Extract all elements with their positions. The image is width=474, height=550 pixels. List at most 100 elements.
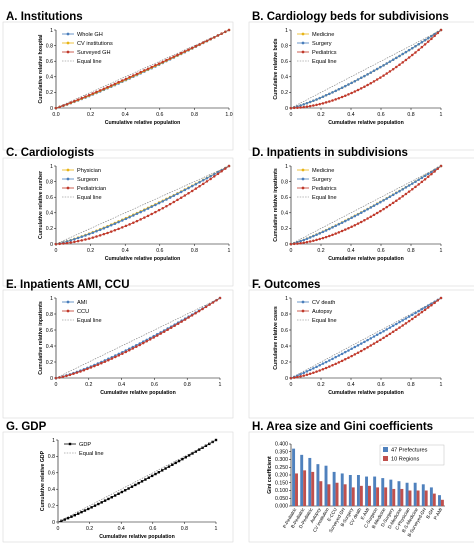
x-tick-label: 1.0: [225, 112, 232, 118]
data-point: [120, 490, 124, 494]
y-tick-label: 0.6: [46, 59, 53, 65]
data-point: [209, 177, 212, 181]
data-point: [398, 326, 401, 329]
y-tick-label: 0.200: [275, 473, 288, 479]
bar-prefectures: [373, 476, 377, 506]
data-point: [292, 106, 296, 110]
data-point: [344, 219, 347, 223]
data-point: [141, 341, 145, 345]
data-point: [356, 222, 360, 225]
data-point: [366, 217, 369, 220]
y-tick-label: 0.100: [275, 488, 288, 494]
data-point: [315, 370, 318, 373]
data-point: [324, 101, 328, 104]
data-point: [187, 454, 191, 457]
legend-swatch: [383, 456, 388, 461]
y-tick-label: 0.400: [275, 442, 288, 448]
data-point: [176, 53, 179, 57]
data-point: [328, 365, 331, 368]
x-tick-label: 0.0: [52, 112, 59, 118]
data-point: [385, 72, 388, 75]
data-point: [426, 175, 430, 178]
data-point: [430, 37, 433, 41]
data-point: [430, 170, 433, 174]
data-point: [423, 178, 427, 181]
data-point: [106, 225, 109, 229]
data-point: [150, 212, 153, 216]
data-point: [318, 364, 321, 367]
x-tick-label: 1: [440, 112, 443, 118]
data-point: [152, 336, 155, 339]
data-point: [423, 43, 427, 46]
data-point: [117, 220, 120, 224]
data-point: [350, 225, 353, 229]
data-point: [95, 230, 98, 233]
data-point: [139, 210, 142, 214]
y-axis-label: Cumulative relative hospital: [38, 34, 44, 103]
data-point: [181, 457, 184, 461]
data-point: [420, 40, 424, 44]
data-point: [379, 200, 382, 204]
data-point: [103, 360, 107, 363]
data-point: [395, 199, 398, 202]
chart-panel-5: E. Inpatients AMI, CCU 0 0.2 0.4 0.6 0.8 1 0 0.2…: [2, 279, 234, 419]
legend-entry: Physician: [77, 168, 101, 174]
data-point: [187, 316, 190, 319]
data-point: [417, 42, 420, 46]
data-point: [65, 374, 68, 378]
data-point: [395, 65, 398, 69]
chart-title: C. Cardiologists: [6, 147, 94, 159]
data-point: [302, 371, 306, 375]
category-label: B-GH: [425, 507, 435, 519]
legend-box: [379, 444, 445, 466]
data-point: [191, 452, 194, 455]
y-axis-label: Cumulative relative inpatients: [273, 168, 279, 242]
data-point: [117, 492, 120, 495]
data-point: [363, 74, 366, 78]
y-tick-label: 0: [285, 106, 288, 112]
bar-prefectures: [438, 495, 441, 506]
data-point: [353, 223, 357, 227]
data-point: [382, 74, 385, 77]
data-point: [404, 192, 408, 196]
y-tick-label: 0.6: [281, 328, 288, 334]
data-point: [369, 344, 373, 347]
x-axis-label: Cumulative relative population: [100, 390, 176, 396]
data-point: [344, 94, 347, 97]
legend-marker: [301, 50, 305, 54]
data-point: [135, 345, 138, 349]
data-point: [388, 70, 392, 73]
data-point: [379, 76, 382, 79]
x-tick-label: 0.8: [407, 112, 414, 118]
legend-entry: Whole GH: [77, 32, 103, 38]
legend-entry: Equal line: [77, 59, 102, 65]
data-point: [176, 192, 179, 196]
legend-entry: Pediatrics: [312, 50, 337, 56]
data-point: [321, 95, 325, 98]
data-point: [391, 193, 395, 197]
data-point: [385, 62, 388, 65]
data-point: [398, 54, 401, 58]
data-point: [137, 481, 140, 485]
data-point: [177, 459, 181, 463]
data-point: [372, 204, 376, 208]
data-point: [334, 89, 337, 93]
data-point: [135, 212, 139, 216]
data-point: [426, 40, 430, 43]
data-point: [91, 236, 95, 239]
legend-marker: [301, 177, 305, 181]
legend-marker: [301, 186, 305, 190]
data-point: [337, 361, 341, 364]
chart-panel-3: C. Cardiologists 0 0.2 0.4 0.6 0.8 1 0 0.2 0.4 0.6…: [2, 147, 234, 287]
x-tick-label: 0.6: [156, 112, 163, 118]
data-point: [347, 356, 350, 359]
data-point: [337, 88, 341, 91]
data-point: [70, 515, 73, 518]
series-equal-line: [55, 165, 230, 245]
data-point: [315, 98, 318, 101]
data-point: [93, 364, 96, 368]
data-point: [128, 349, 131, 352]
data-point: [318, 237, 321, 241]
data-point: [179, 196, 183, 199]
data-point: [375, 340, 379, 344]
